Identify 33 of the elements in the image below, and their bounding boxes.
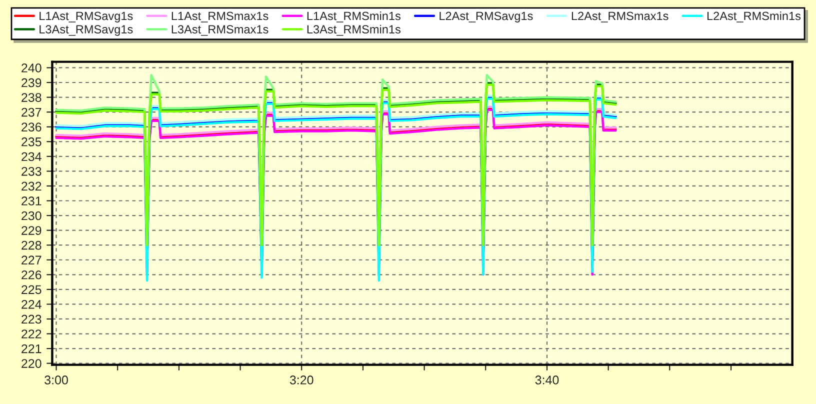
legend-label: L3Ast_RMSmax1s: [172, 25, 268, 36]
y-tick-label: 236: [22, 122, 42, 132]
y-tick-label: 234: [22, 152, 42, 162]
y-tick-label: 233: [22, 166, 42, 176]
y-tick-label: 229: [22, 226, 42, 235]
y-tick-label: 222: [22, 330, 42, 338]
legend-label: L1Ast_RMSavg1s: [40, 12, 133, 22]
x-tick-label: 3:40: [535, 376, 559, 384]
x-tick-label: 3:20: [290, 376, 314, 384]
legend-label: L2Ast_RMSavg1s: [440, 12, 533, 22]
y-tick-label: 225: [22, 285, 42, 294]
y-tick-label: 224: [22, 300, 42, 309]
x-tick-label: 3:00: [44, 376, 68, 384]
legend-label: L1Ast_RMSmax1s: [172, 12, 268, 22]
y-tick-label: 226: [22, 270, 42, 280]
y-tick-label: 220: [22, 359, 42, 368]
legend-label: L1Ast_RMSmin1s: [307, 11, 400, 22]
y-tick-label: 223: [22, 314, 42, 324]
y-tick-label: 240: [22, 64, 42, 72]
y-tick-label: 227: [22, 256, 42, 264]
legend-label: L2Ast_RMSmax1s: [572, 12, 668, 22]
y-tick-label: 237: [22, 108, 42, 117]
y-tick-label: 228: [22, 240, 42, 250]
y-tick-label: 231: [22, 196, 42, 206]
legend-label: L3Ast_RMSavg1s: [40, 25, 133, 36]
legend-label: L2Ast_RMSmin1s: [707, 11, 801, 22]
y-tick-label: 230: [22, 211, 42, 220]
y-tick-label: 232: [22, 182, 42, 191]
y-tick-label: 221: [22, 344, 42, 354]
y-tick-label: 239: [22, 78, 42, 88]
legend-label: L3Ast_RMSmin1s: [307, 24, 400, 36]
y-tick-label: 238: [22, 93, 42, 102]
y-tick-label: 235: [22, 137, 42, 146]
